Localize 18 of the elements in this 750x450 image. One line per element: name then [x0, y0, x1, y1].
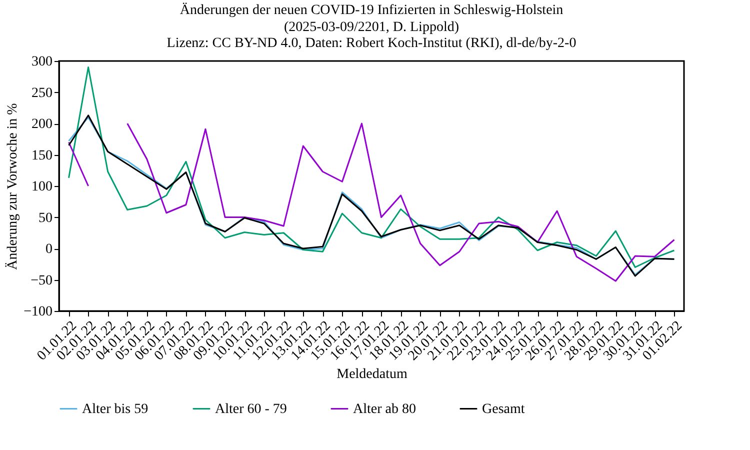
legend-label: Alter ab 80 [353, 402, 416, 417]
y-tick-label: 200 [32, 117, 52, 132]
y-tick-label: −100 [24, 304, 52, 320]
y-tick-label: 0 [46, 242, 52, 257]
legend-label: Alter bis 59 [82, 402, 148, 417]
chart-subtitle: (2025-03-09/2201, D. Lippold) Lizenz: CC BY-ND 4.0, Daten: Robert Koch-Institut (RKI), dl-de/by-2-0 [166, 20, 576, 51]
y-axis-title: Änderung zur Vorwoche in % [4, 102, 21, 270]
y-tick-label: 300 [32, 54, 52, 70]
line-series [68, 66, 675, 268]
chart-title: Änderungen der neuen COVID-19 Infizierten in Schleswig-Holstein [180, 2, 564, 18]
x-axis-title: Meldedatum [336, 367, 408, 382]
legend-label: Alter 60 - 79 [215, 402, 287, 417]
y-tick-label: −50 [30, 273, 52, 288]
y-tick-label: 250 [32, 86, 52, 101]
y-tick-label: 150 [32, 148, 52, 164]
y-tick-label: 50 [38, 210, 52, 226]
y-tick-label: 100 [32, 180, 52, 194]
legend-label: Gesamt [482, 402, 525, 417]
